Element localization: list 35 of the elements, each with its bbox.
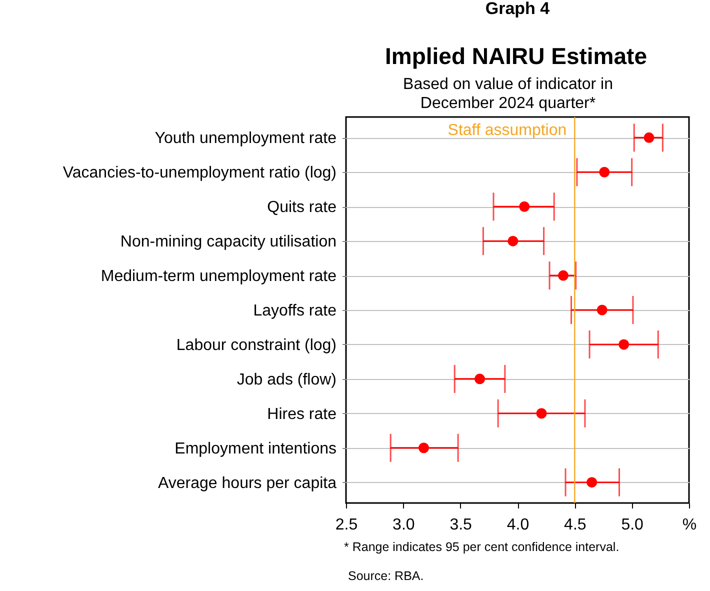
x-tick-label: 2.5 (335, 516, 358, 534)
y-tick-label: Non-mining capacity utilisation (120, 234, 336, 251)
point (558, 270, 568, 281)
x-tick-label: 3.0 (392, 516, 415, 534)
point (418, 442, 429, 454)
x-tick-label: 5.0 (621, 516, 644, 534)
point (618, 339, 630, 350)
point (519, 201, 530, 212)
point (596, 304, 608, 316)
chart-title: Implied NAIRU Estimate (385, 43, 647, 69)
y-tick-label: Layoffs rate (253, 302, 337, 320)
point (586, 477, 598, 488)
y-tick-label: Hires rate (267, 406, 337, 423)
text: * Range indicates 95 per cent confidence interval. (344, 540, 620, 554)
point (536, 408, 547, 419)
point (644, 132, 654, 143)
y-tick-label: Youth unemployment rate (154, 130, 337, 148)
y-tick-label: Average hours per capita (158, 474, 337, 492)
x-tick-label: 4.0 (506, 516, 530, 534)
x-tick-label: 3.5 (450, 516, 472, 534)
point (474, 374, 486, 384)
point (508, 236, 518, 246)
y-tick-label: Quits rate (267, 199, 337, 216)
x-tick-label: % (682, 516, 697, 534)
source-note: Source: RBA. (348, 569, 424, 583)
chart-subtitle: Based on value of indicator in December 2024 quarter* (403, 76, 613, 112)
y-tick-label: Labour constraint (log) (176, 336, 336, 354)
point (599, 166, 610, 178)
y-tick-label: Job ads (flow) (236, 371, 336, 388)
x-tick-label: 4.5 (564, 516, 586, 534)
ref-line-label: Staff assumption (448, 122, 567, 139)
y-tick-label: Employment intentions (174, 440, 336, 458)
caption: Graph 4 (485, 0, 550, 18)
y-tick-label: Vacancies-to-unemployment ratio (log) (62, 164, 336, 182)
y-tick-label: Medium-term unemployment rate (100, 268, 337, 286)
